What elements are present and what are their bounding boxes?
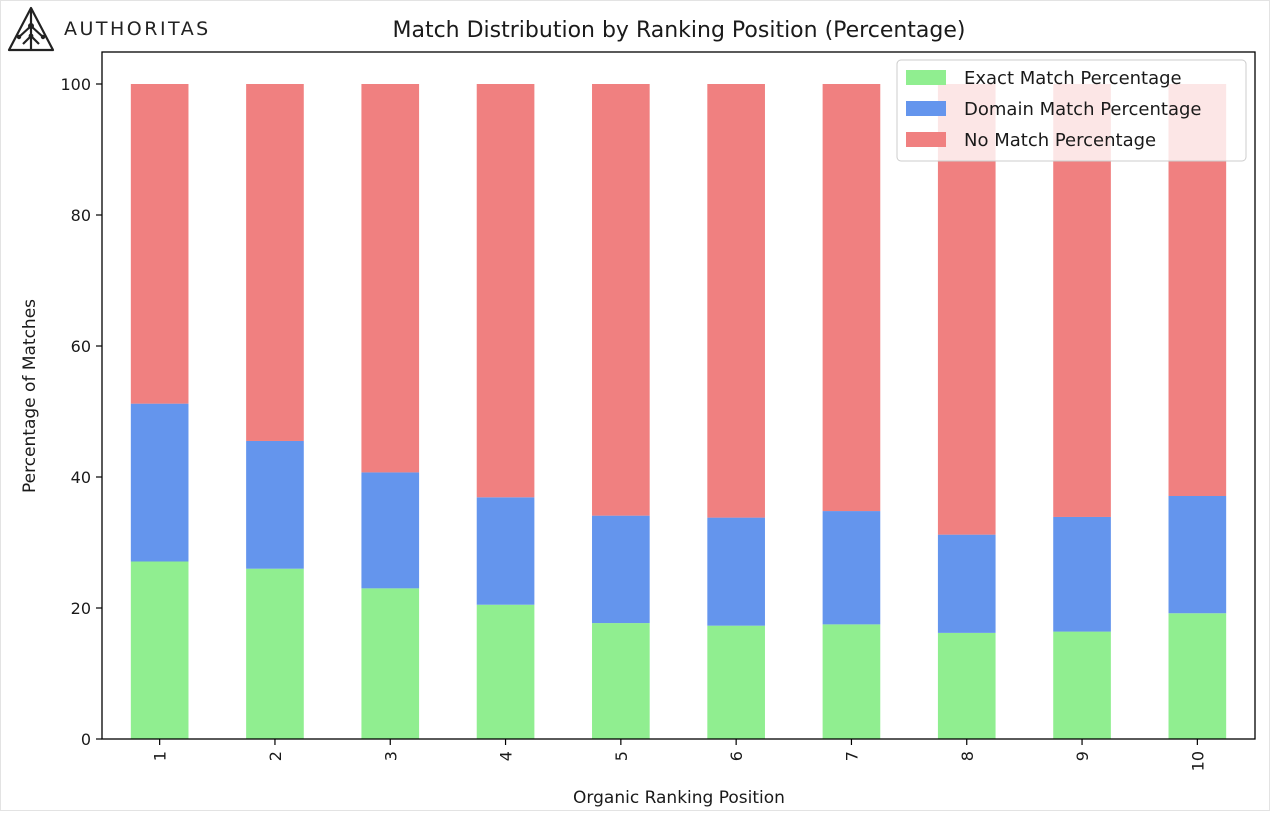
bar-segment-3-2 (246, 84, 304, 441)
bar-segment-2-6 (707, 517, 765, 626)
bar-segment-1-9 (1053, 631, 1111, 739)
x-tick-label: 3 (381, 751, 400, 761)
bar-segment-1-8 (937, 632, 996, 739)
chart-title: Match Distribution by Ranking Position (… (393, 18, 966, 43)
bar-segment-2-8 (937, 534, 996, 633)
legend-label: No Match Percentage (964, 130, 1156, 151)
legend-label: Exact Match Percentage (964, 68, 1182, 89)
y-tick-label: 40 (71, 468, 91, 487)
brand-logo: AUTHORITAS (6, 4, 211, 54)
y-tick-label: 80 (71, 206, 91, 225)
bar-segment-1-2 (246, 568, 304, 739)
bar-segment-3-1 (130, 84, 189, 404)
legend-swatch (906, 101, 946, 116)
bar-segment-1-6 (707, 625, 765, 739)
bar-segment-2-2 (246, 440, 304, 569)
y-tick-label: 20 (71, 599, 91, 618)
bar-segment-1-3 (361, 588, 420, 739)
legend-swatch (906, 70, 946, 85)
bar-segment-1-7 (822, 624, 881, 740)
x-tick-label: 4 (497, 751, 516, 761)
legend-swatch (906, 132, 946, 147)
y-tick-label: 0 (81, 730, 91, 749)
x-tick-label: 8 (958, 751, 977, 761)
bar-segment-2-3 (361, 472, 420, 589)
bar-segment-1-10 (1168, 613, 1227, 739)
brand-logo-text: AUTHORITAS (64, 18, 211, 40)
bar-segment-2-10 (1168, 496, 1227, 614)
bar-segment-3-4 (476, 84, 535, 498)
chart-legend: Exact Match Percentage Domain Match Perce… (896, 59, 1247, 162)
y-tick-label: 100 (60, 75, 91, 94)
bar-segment-1-4 (476, 604, 535, 739)
bar-segment-2-7 (822, 511, 881, 625)
bar-group (130, 84, 1227, 740)
bar-segment-2-9 (1053, 516, 1111, 632)
x-axis-ticks: 1 2 3 4 5 6 7 8 9 10 (151, 739, 1207, 771)
bar-segment-2-1 (130, 403, 189, 562)
legend-label: Domain Match Percentage (964, 99, 1201, 120)
bar-segment-3-3 (361, 84, 420, 473)
bar-segment-1-5 (592, 623, 650, 739)
legend-box (896, 59, 1247, 162)
x-tick-label: 1 (151, 751, 170, 761)
plot-area-border (101, 51, 1256, 740)
bar-segment-1-1 (130, 561, 189, 739)
x-tick-label: 9 (1073, 751, 1092, 761)
x-axis-label: Organic Ranking Position (573, 788, 785, 808)
bar-segment-2-5 (592, 515, 650, 624)
x-tick-label: 10 (1188, 751, 1207, 771)
bar-segment-2-4 (476, 497, 535, 605)
x-tick-label: 5 (612, 751, 631, 761)
bar-segment-3-6 (707, 84, 765, 518)
x-tick-label: 2 (266, 751, 285, 761)
y-tick-label: 60 (71, 337, 91, 356)
authoritas-logo-icon (7, 6, 55, 52)
x-tick-label: 7 (842, 751, 861, 761)
y-axis-ticks: 0 20 40 60 80 100 (60, 75, 102, 749)
x-tick-label: 6 (727, 751, 746, 761)
bar-segment-3-7 (822, 84, 881, 512)
y-axis-label: Percentage of Matches (20, 299, 40, 493)
bar-segment-3-5 (592, 84, 650, 516)
